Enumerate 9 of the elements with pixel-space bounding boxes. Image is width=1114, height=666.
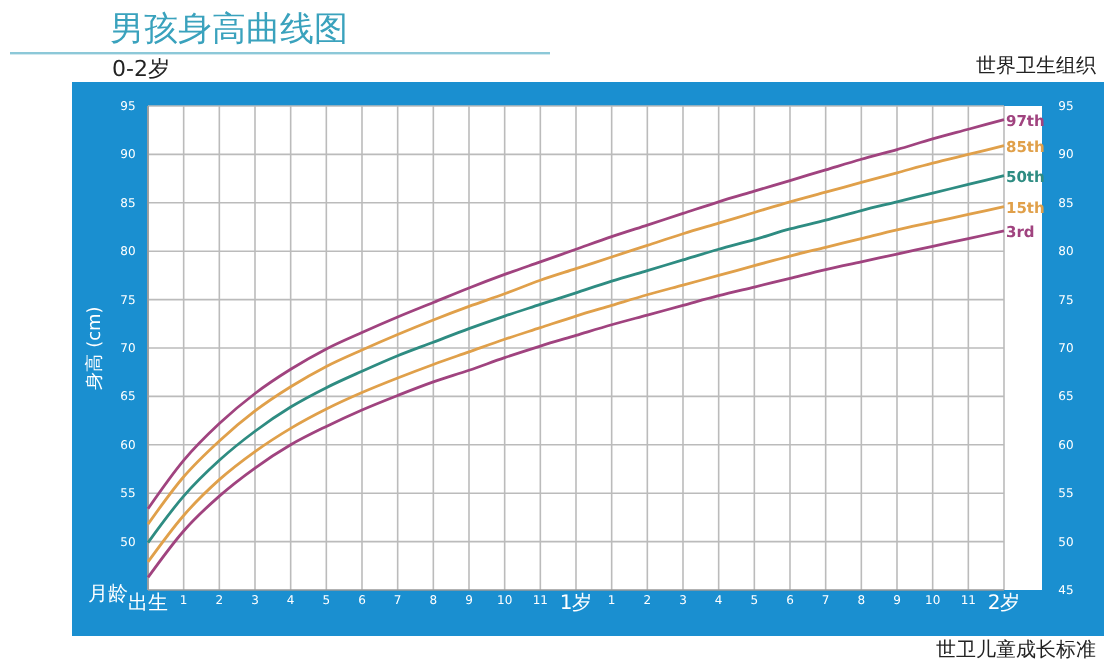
x-tick-label: 1岁 bbox=[559, 590, 593, 615]
y-axis-title: 身高 (cm) bbox=[84, 306, 106, 390]
text: 世界卫生组织 bbox=[976, 54, 1096, 78]
x-axis-title: 月龄 bbox=[88, 582, 128, 606]
chart-title: 男孩身高曲线图 bbox=[110, 10, 348, 50]
text: 世卫儿童成长标准 bbox=[936, 638, 1096, 662]
x-tick-label: 2岁 bbox=[987, 590, 1021, 615]
chart-subtitle: 0-2岁 bbox=[112, 56, 170, 82]
x-tick-label: 出生 bbox=[128, 590, 168, 615]
